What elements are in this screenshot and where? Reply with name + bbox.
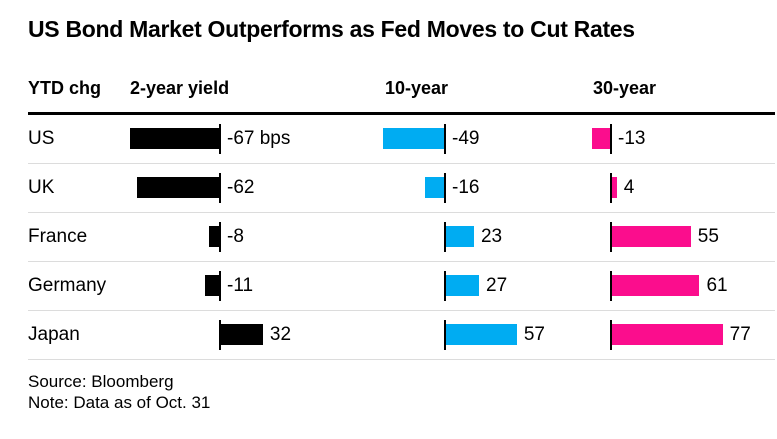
table-row: UK -62 -16 4 <box>28 164 775 213</box>
bar <box>611 275 700 296</box>
bar-value-label: -13 <box>618 128 646 149</box>
zero-axis-line <box>219 320 221 350</box>
bar <box>592 128 611 149</box>
bar-value-label: 27 <box>486 275 508 296</box>
zero-axis-line <box>219 124 221 154</box>
bar-value-label: 77 <box>729 324 751 345</box>
zero-axis-line <box>444 124 446 154</box>
bar <box>136 177 220 198</box>
table-row: Japan 32 57 77 <box>28 311 775 360</box>
bar <box>445 275 480 296</box>
bar-value-label: -8 <box>227 226 244 247</box>
row-label: France <box>28 226 88 247</box>
col-header-30yr: 30-year <box>593 78 657 98</box>
zero-axis-line <box>219 173 221 203</box>
zero-axis-line <box>444 320 446 350</box>
bar <box>611 177 617 198</box>
bar-value-label: 32 <box>269 324 292 345</box>
table-row: US -67 bps -49 -13 <box>28 115 775 164</box>
bar-value-label: -16 <box>452 177 480 198</box>
bar <box>611 226 691 247</box>
table-row: Germany -11 27 61 <box>28 262 775 311</box>
col-header-2yr: 2-year yield <box>130 78 230 98</box>
chart-title: US Bond Market Outperforms as Fed Moves … <box>28 16 635 42</box>
bar <box>383 128 445 149</box>
footnotes: Source: Bloomberg Note: Data as of Oct. … <box>28 371 210 413</box>
zero-axis-line <box>610 124 612 154</box>
zero-axis-line <box>610 271 612 301</box>
bar <box>445 324 517 345</box>
zero-axis-line <box>219 271 221 301</box>
row-label: UK <box>28 177 55 198</box>
table-row: France -8 23 55 <box>28 213 775 262</box>
row-label: Germany <box>28 275 107 296</box>
row-label: Japan <box>28 324 80 345</box>
source-note: Source: Bloomberg <box>28 372 174 391</box>
bar-value-label: -11 <box>227 275 254 296</box>
row-label: US <box>28 128 55 149</box>
bar <box>445 226 474 247</box>
bar-value-label: -62 <box>227 177 255 198</box>
chart-rows: US -67 bps -49 -13 UK -62 -16 <box>28 112 775 360</box>
bar-value-label: 57 <box>523 324 545 345</box>
bar-value-label: -67 bps <box>227 128 291 149</box>
bar <box>424 177 445 198</box>
bar-value-label: 61 <box>706 275 728 296</box>
zero-axis-line <box>610 320 612 350</box>
bar <box>130 128 220 149</box>
bar <box>205 275 220 296</box>
data-note: Note: Data as of Oct. 31 <box>28 393 211 412</box>
bar <box>209 226 220 247</box>
zero-axis-line <box>444 222 446 252</box>
zero-axis-line <box>444 173 446 203</box>
bar-value-label: 23 <box>480 226 503 247</box>
zero-axis-line <box>610 173 612 203</box>
zero-axis-line <box>444 271 446 301</box>
zero-axis-line <box>219 222 221 252</box>
bar <box>220 324 263 345</box>
bar-value-label: 4 <box>623 177 635 198</box>
ytd-chg-header: YTD chg <box>28 78 102 98</box>
zero-axis-line <box>610 222 612 252</box>
col-header-10yr: 10-year <box>385 78 449 98</box>
bar <box>611 324 723 345</box>
bar-value-label: 55 <box>697 226 719 247</box>
bar-value-label: -49 <box>452 128 480 149</box>
